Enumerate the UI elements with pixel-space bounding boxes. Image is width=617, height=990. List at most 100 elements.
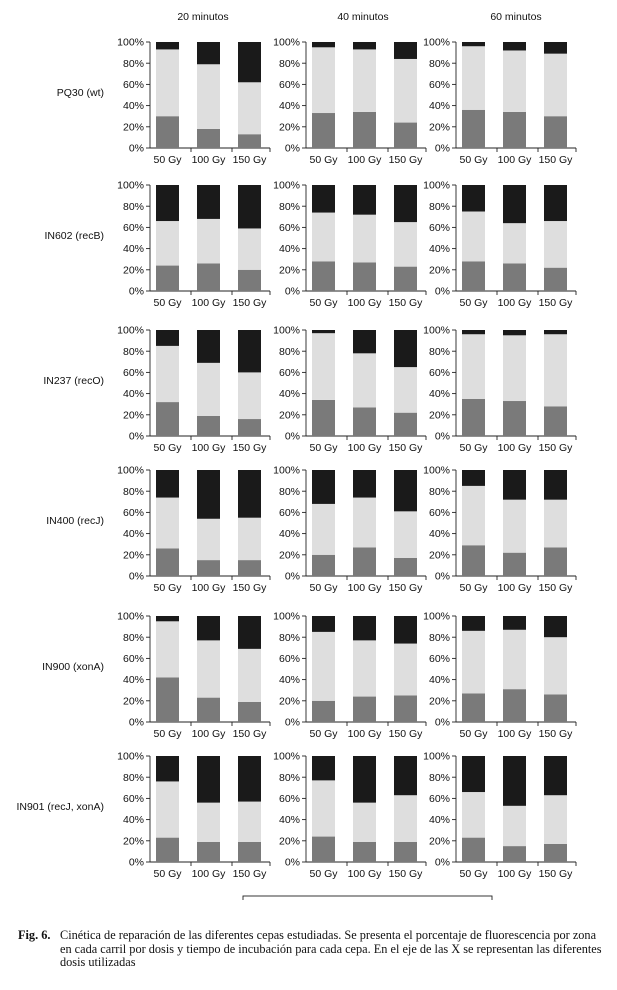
bar-segment-circular	[353, 262, 376, 291]
y-tick-label: 60%	[429, 367, 450, 379]
y-tick-label: 20%	[123, 409, 144, 421]
y-tick-label: 100%	[117, 751, 144, 763]
bar-segment-fragmentos	[156, 185, 179, 222]
y-tick-label: 100%	[273, 611, 300, 623]
y-tick-label: 0%	[285, 286, 300, 298]
y-tick-label: 0%	[129, 431, 144, 443]
y-tick-label: 0%	[435, 143, 450, 155]
y-tick-label: 60%	[279, 507, 300, 519]
y-tick-label: 80%	[123, 346, 144, 358]
bar-segment-circular	[394, 557, 417, 576]
y-tick-label: 100%	[423, 37, 450, 49]
x-tick-label: 50 Gy	[153, 868, 182, 880]
x-tick-label: 50 Gy	[459, 868, 488, 880]
x-tick-label: 50 Gy	[153, 582, 182, 594]
y-tick-label: 0%	[435, 717, 450, 729]
bar-segment-fragmentos	[312, 470, 335, 504]
x-tick-label: 50 Gy	[309, 728, 338, 740]
y-tick-label: 40%	[279, 814, 300, 826]
bar-segment-circular	[312, 700, 335, 722]
y-tick-label: 0%	[285, 571, 300, 583]
x-tick-label: 50 Gy	[153, 297, 182, 309]
bar-segment-fragmentos	[503, 185, 526, 224]
bar-segment-fragmentos	[238, 616, 261, 649]
bar-segment-circular	[238, 560, 261, 576]
x-tick-label: 100 Gy	[498, 728, 533, 740]
bar-segment-dlapm	[394, 222, 417, 267]
bar-segment-circular	[394, 412, 417, 436]
bar-segment-circular	[503, 689, 526, 722]
y-tick-label: 100%	[423, 325, 450, 337]
x-tick-label: 50 Gy	[309, 442, 338, 454]
bar-segment-fragmentos	[462, 616, 485, 631]
y-tick-label: 40%	[429, 388, 450, 400]
bar-segment-circular	[197, 128, 220, 148]
y-tick-label: 0%	[129, 286, 144, 298]
y-tick-label: 100%	[273, 180, 300, 192]
bar-segment-fragmentos	[394, 470, 417, 512]
y-tick-label: 60%	[429, 507, 450, 519]
y-tick-label: 100%	[423, 465, 450, 477]
y-tick-label: 20%	[123, 549, 144, 561]
bar-segment-circular	[312, 399, 335, 436]
y-tick-label: 60%	[429, 79, 450, 91]
bar-segment-fragmentos	[197, 756, 220, 803]
bar-segment-circular	[503, 401, 526, 436]
bar-segment-dlapm	[544, 637, 567, 695]
y-tick-label: 100%	[117, 37, 144, 49]
bar-segment-fragmentos	[394, 185, 417, 223]
x-tick-label: 150 Gy	[233, 297, 268, 309]
bar-segment-fragmentos	[544, 616, 567, 638]
bar-segment-fragmentos	[544, 756, 567, 796]
bar-segment-circular	[544, 406, 567, 436]
y-tick-label: 80%	[123, 632, 144, 644]
bar-segment-dlapm	[503, 629, 526, 690]
bar-segment-circular	[503, 552, 526, 576]
bar-segment-fragmentos	[353, 42, 376, 50]
bar-segment-circular	[156, 548, 179, 576]
y-tick-label: 20%	[279, 121, 300, 133]
bar-segment-dlapm	[238, 801, 261, 842]
bar-segment-dlapm	[503, 223, 526, 264]
bar-segment-dlapm	[156, 49, 179, 117]
bar-segment-dlapm	[197, 362, 220, 416]
x-tick-label: 150 Gy	[389, 442, 424, 454]
bar-segment-fragmentos	[462, 756, 485, 793]
bar-segment-fragmentos	[238, 330, 261, 373]
row-label: IN901 (recJ, xonA)	[16, 801, 104, 813]
bar-segment-dlapm	[353, 802, 376, 842]
y-tick-label: 60%	[429, 653, 450, 665]
x-tick-label: 100 Gy	[348, 868, 383, 880]
x-tick-label: 100 Gy	[348, 582, 383, 594]
bar-segment-dlapm	[197, 64, 220, 129]
y-tick-label: 20%	[429, 121, 450, 133]
bar-segment-circular	[238, 841, 261, 862]
y-tick-label: 40%	[123, 388, 144, 400]
x-tick-label: 150 Gy	[233, 154, 268, 166]
y-tick-label: 20%	[429, 264, 450, 276]
y-tick-label: 80%	[279, 201, 300, 213]
x-tick-label: 50 Gy	[153, 154, 182, 166]
bar-segment-fragmentos	[197, 616, 220, 641]
y-tick-label: 20%	[123, 264, 144, 276]
bar-segment-fragmentos	[503, 330, 526, 336]
y-tick-label: 40%	[279, 243, 300, 255]
y-tick-label: 100%	[273, 325, 300, 337]
x-tick-label: 100 Gy	[192, 154, 227, 166]
bar-segment-circular	[544, 116, 567, 148]
bar-segment-dlapm	[238, 82, 261, 135]
y-tick-label: 60%	[429, 793, 450, 805]
column-header-1: 20 minutos	[177, 11, 228, 23]
bar-segment-circular	[312, 836, 335, 862]
y-tick-label: 0%	[285, 717, 300, 729]
y-tick-label: 40%	[279, 528, 300, 540]
x-tick-label: 150 Gy	[233, 442, 268, 454]
x-tick-label: 100 Gy	[348, 728, 383, 740]
x-tick-label: 50 Gy	[153, 442, 182, 454]
y-tick-label: 80%	[279, 486, 300, 498]
y-tick-label: 80%	[429, 201, 450, 213]
x-tick-label: 100 Gy	[498, 154, 533, 166]
bar-segment-fragmentos	[353, 616, 376, 641]
bar-segment-dlapm	[156, 621, 179, 678]
x-tick-label: 50 Gy	[459, 442, 488, 454]
